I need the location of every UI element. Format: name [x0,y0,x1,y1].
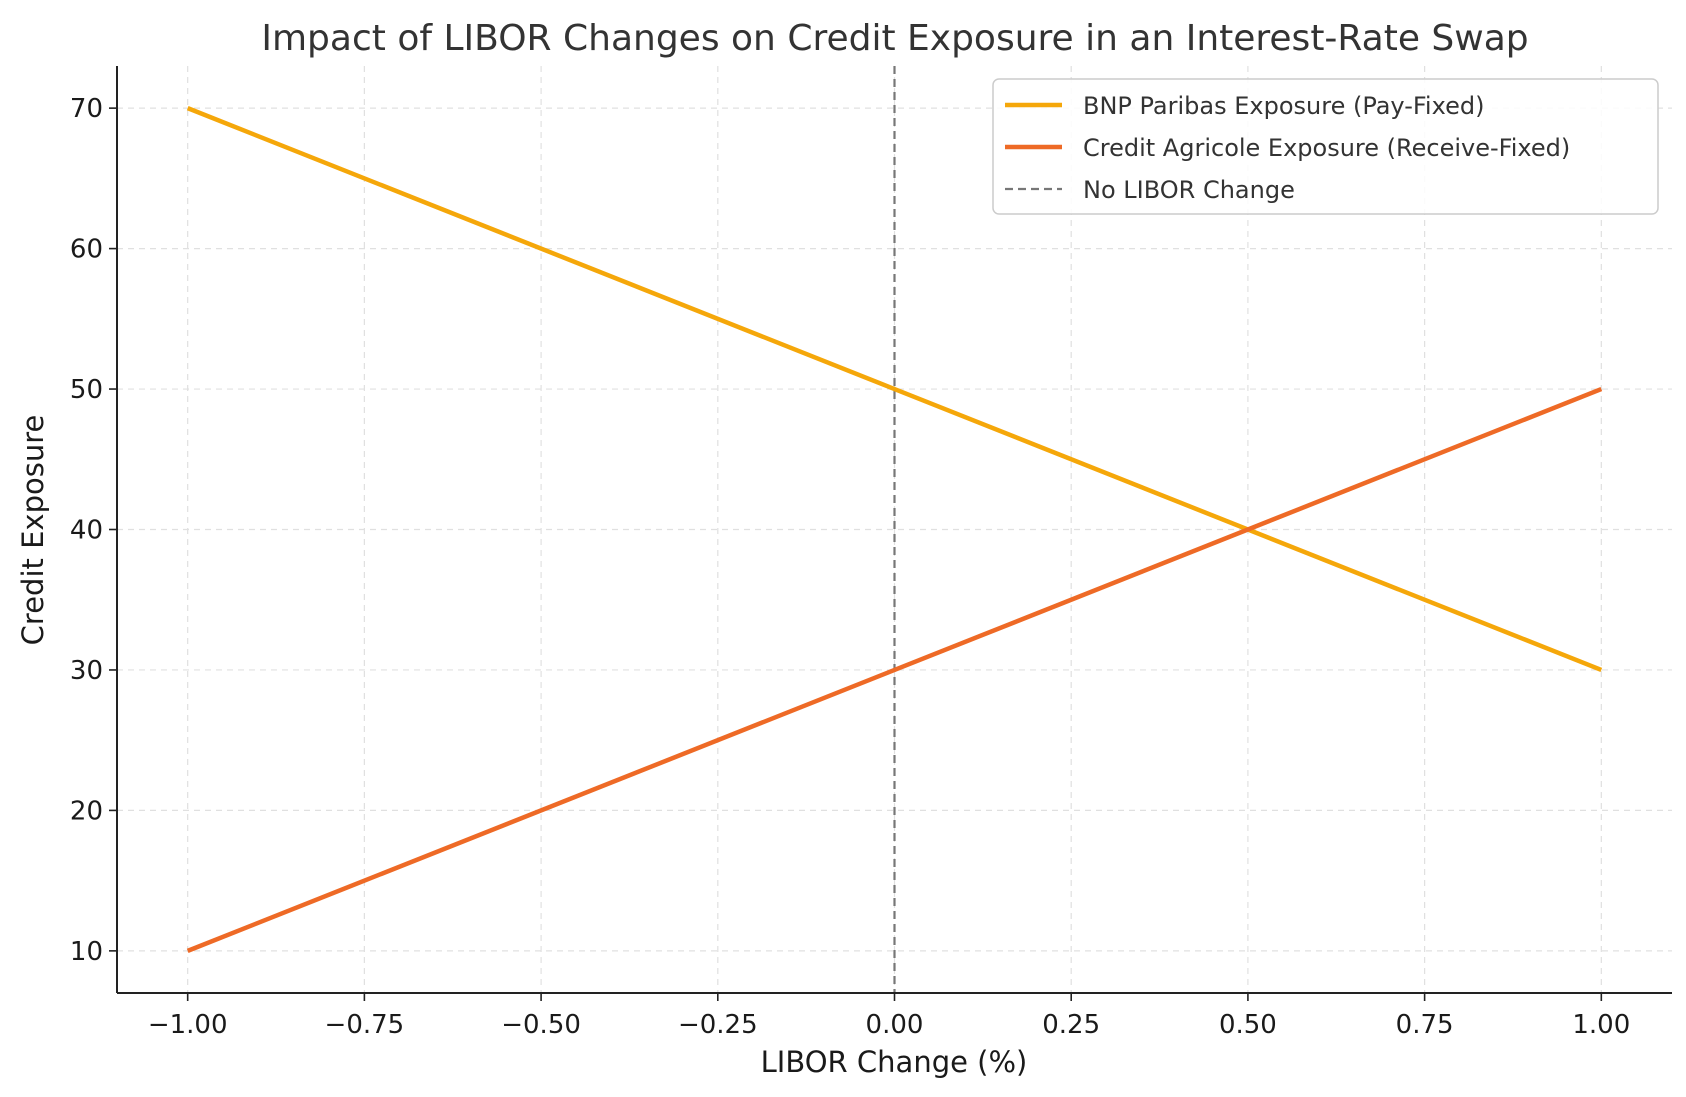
grid [117,66,1672,993]
x-tick-label: −1.00 [148,1010,228,1040]
legend-label: Credit Agricole Exposure (Receive-Fixed) [1083,134,1570,162]
y-tick-label: 20 [70,796,103,826]
y-tick-label: 10 [70,937,103,967]
tick-labels: −1.00 −0.75 −0.50 −0.25 0.00 0.25 0.50 0.75 1.00… [70,94,1630,1040]
legend-entry-bnp-paribas: BNP Paribas Exposure (Pay-Fixed) [1005,92,1484,120]
legend-label: BNP Paribas Exposure (Pay-Fixed) [1083,92,1484,120]
x-tick-label: 1.00 [1572,1010,1630,1040]
y-tick-label: 60 [70,235,103,265]
legend-box [992,78,1659,215]
credit-agricole-exposure-line [186,386,1603,953]
y-axis-label: Credit Exposure [16,415,50,646]
y-tick-label: 40 [70,516,103,546]
legend-entry-credit-agricole: Credit Agricole Exposure (Receive-Fixed) [1005,134,1570,162]
chart-title: Impact of LIBOR Changes on Credit Exposu… [261,18,1528,59]
x-tick-label: −0.75 [325,1010,405,1040]
bnp-paribas-exposure-line [186,106,1603,673]
legend: BNP Paribas Exposure (Pay-Fixed) Credit A… [992,78,1659,215]
x-tick-label: −0.50 [501,1010,581,1040]
plot-area [186,66,1603,993]
x-tick-label: 0.50 [1219,1010,1277,1040]
legend-entry-no-libor-change: No LIBOR Change [1005,176,1295,204]
x-tick-label: 0.25 [1042,1010,1100,1040]
y-tick-label: 30 [70,656,103,686]
legend-label: No LIBOR Change [1083,176,1295,204]
x-tick-label: 0.00 [866,1010,924,1040]
x-tick-label: −0.25 [678,1010,758,1040]
x-tick-label: 0.75 [1396,1010,1454,1040]
y-tick-label: 70 [70,94,103,124]
y-tick-label: 50 [70,375,103,405]
x-axis-label: LIBOR Change (%) [761,1045,1028,1079]
